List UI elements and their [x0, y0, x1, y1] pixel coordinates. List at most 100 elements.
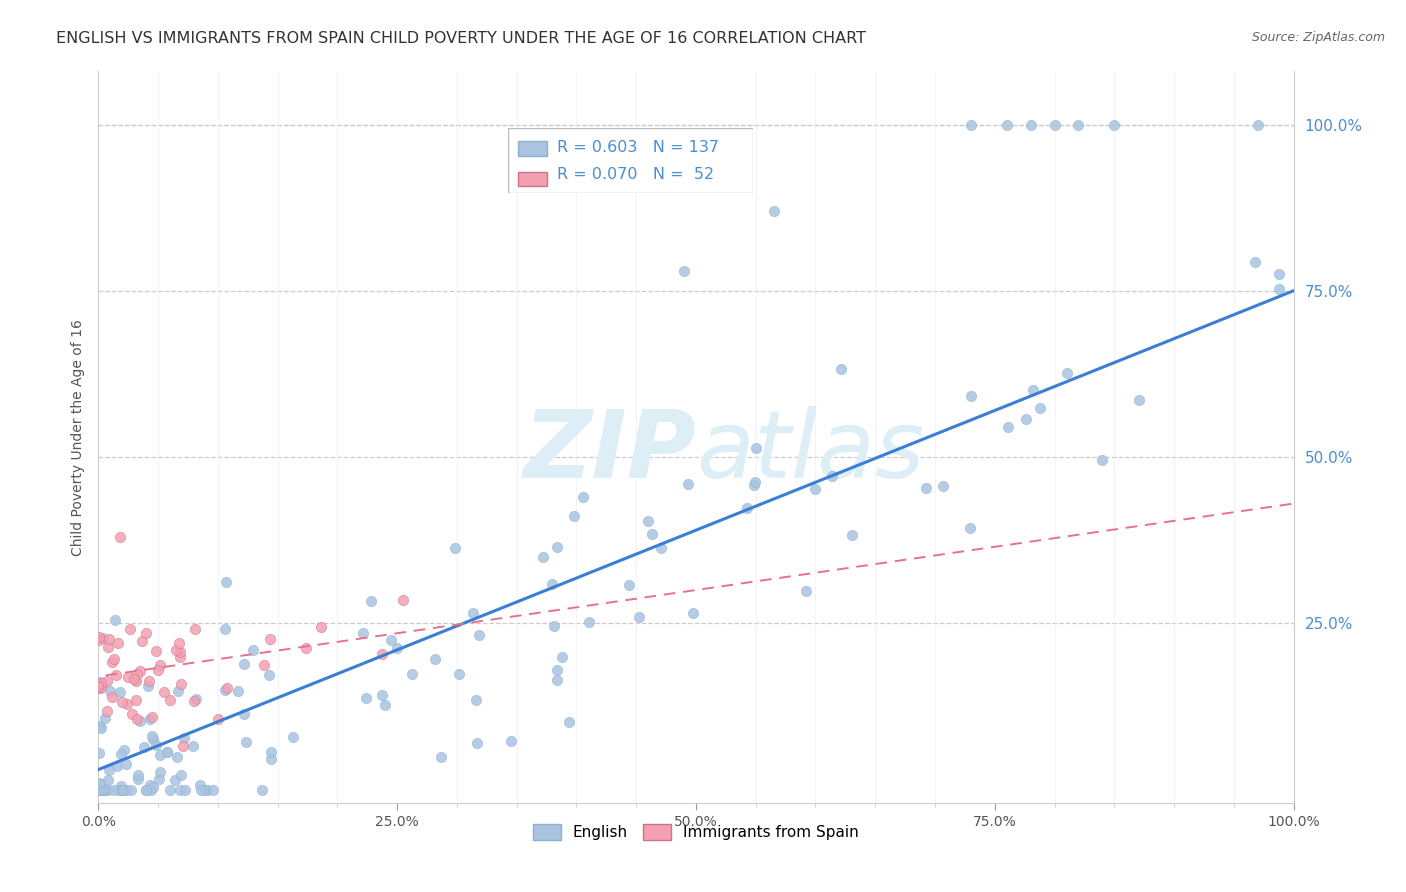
- Point: [360, 594, 382, 608]
- Point: [546, 673, 568, 687]
- Point: [744, 475, 766, 490]
- Point: [90, 721, 112, 735]
- Point: [87, 679, 110, 693]
- Point: [374, 698, 396, 713]
- Point: [803, 482, 825, 496]
- Text: atlas: atlas: [696, 406, 924, 497]
- Point: [89, 719, 111, 733]
- Point: [194, 782, 217, 797]
- Point: [159, 782, 181, 797]
- Point: [281, 730, 304, 744]
- Point: [153, 685, 176, 699]
- Point: [87, 746, 110, 760]
- Point: [131, 634, 153, 648]
- Point: [105, 668, 128, 682]
- Point: [135, 625, 157, 640]
- Point: [1268, 282, 1291, 296]
- Point: [100, 655, 122, 669]
- Point: [259, 632, 281, 647]
- Point: [370, 647, 392, 661]
- Point: [562, 508, 585, 523]
- Point: [617, 578, 640, 592]
- Point: [138, 673, 160, 688]
- Point: [1128, 393, 1150, 408]
- Point: [167, 636, 190, 650]
- Point: [148, 772, 170, 787]
- Point: [676, 477, 699, 491]
- Point: [257, 668, 280, 682]
- Point: [89, 681, 111, 695]
- Point: [170, 676, 193, 690]
- Point: [546, 663, 568, 677]
- Point: [169, 782, 191, 797]
- Point: [830, 362, 852, 376]
- Point: [184, 691, 207, 706]
- Point: [197, 782, 219, 797]
- Point: [104, 613, 127, 627]
- Point: [184, 622, 207, 636]
- Point: [233, 657, 256, 672]
- Point: [959, 521, 981, 535]
- Point: [551, 650, 574, 665]
- Point: [97, 773, 120, 788]
- Point: [91, 782, 114, 797]
- Point: [90, 680, 112, 694]
- Point: [93, 782, 115, 797]
- Point: [215, 681, 238, 695]
- Point: [385, 640, 408, 655]
- Point: [112, 743, 135, 757]
- Point: [98, 684, 121, 698]
- Point: [142, 780, 165, 794]
- Point: [128, 664, 150, 678]
- Point: [139, 778, 162, 792]
- Point: [960, 118, 983, 132]
- Point: [190, 782, 212, 797]
- FancyBboxPatch shape: [517, 172, 547, 186]
- Point: [87, 782, 110, 797]
- Point: [841, 528, 863, 542]
- Point: [120, 782, 142, 797]
- Point: [89, 782, 111, 797]
- Point: [96, 704, 118, 718]
- Point: [682, 606, 704, 620]
- Point: [354, 691, 377, 706]
- Point: [97, 632, 120, 646]
- Point: [120, 622, 142, 636]
- Point: [214, 682, 236, 697]
- Point: [125, 712, 148, 726]
- Y-axis label: Child Poverty Under the Age of 16: Child Poverty Under the Age of 16: [72, 318, 86, 556]
- Point: [167, 684, 190, 698]
- Point: [188, 778, 211, 792]
- Point: [1091, 453, 1114, 467]
- Point: [650, 541, 672, 555]
- Point: [380, 632, 402, 647]
- Point: [98, 763, 121, 777]
- Point: [117, 669, 139, 683]
- Point: [174, 782, 197, 797]
- Point: [745, 442, 768, 456]
- Text: ZIP: ZIP: [523, 406, 696, 498]
- Point: [87, 630, 110, 644]
- Point: [110, 747, 132, 761]
- Point: [115, 782, 138, 797]
- Point: [169, 645, 191, 659]
- Point: [107, 635, 129, 649]
- Text: R = 0.070   N =  52: R = 0.070 N = 52: [557, 167, 714, 182]
- Point: [1268, 267, 1291, 281]
- Point: [90, 777, 112, 791]
- Point: [108, 782, 131, 797]
- Point: [1028, 401, 1050, 416]
- Point: [641, 527, 664, 541]
- Point: [1104, 118, 1126, 132]
- Point: [165, 643, 187, 657]
- Point: [145, 739, 167, 753]
- Point: [737, 501, 759, 516]
- Point: [134, 739, 156, 754]
- Point: [242, 642, 264, 657]
- Point: [127, 772, 149, 786]
- Text: ENGLISH VS IMMIGRANTS FROM SPAIN CHILD POVERTY UNDER THE AGE OF 16 CORRELATION C: ENGLISH VS IMMIGRANTS FROM SPAIN CHILD P…: [56, 31, 866, 46]
- Point: [156, 745, 179, 759]
- Point: [170, 768, 193, 782]
- Point: [111, 782, 134, 797]
- Point: [1244, 254, 1267, 268]
